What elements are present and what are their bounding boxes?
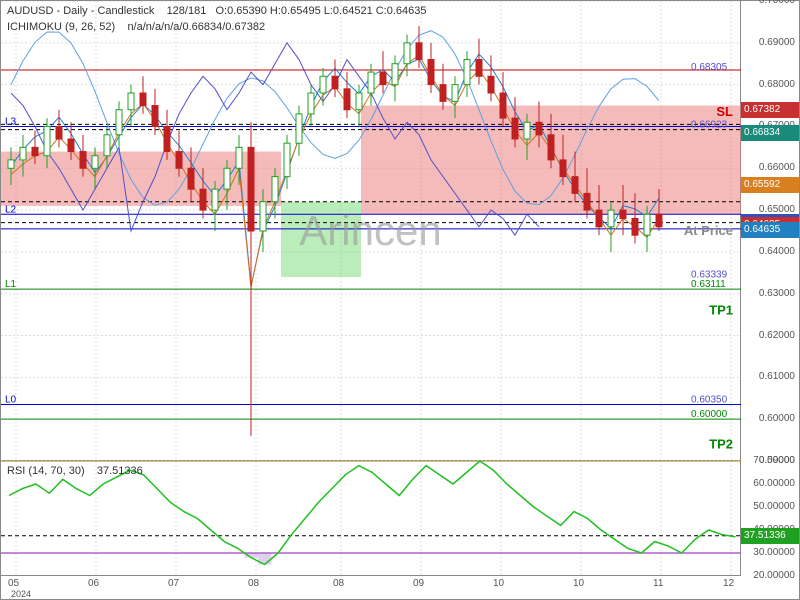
rsi-y-axis: 20.0000030.0000040.0000050.0000060.00000… xyxy=(739,461,799,576)
rsi-y-tick: 20.00000 xyxy=(753,570,795,581)
x-tick-label: 06 xyxy=(88,578,99,589)
rsi-value: 37.51336 xyxy=(97,465,143,477)
svg-text:At Price: At Price xyxy=(684,223,733,238)
x-tick-label: 11 xyxy=(653,578,663,589)
svg-text:0.68305: 0.68305 xyxy=(691,62,728,73)
x-tick-label: 10 xyxy=(573,578,584,589)
x-tick-label: 12 xyxy=(723,578,734,589)
main-y-axis: 0.590000.600000.610000.620000.630000.640… xyxy=(739,1,799,461)
y-tick-label: 0.68000 xyxy=(759,79,795,90)
y-tick-label: 0.63000 xyxy=(759,288,795,299)
rsi-chart[interactable]: RSI (14, 70, 30) 37.51336 xyxy=(1,461,741,576)
price-tag: 0.67382 xyxy=(741,102,799,118)
svg-text:L3: L3 xyxy=(5,116,17,127)
rsi-y-tick: 70.00000 xyxy=(753,455,795,466)
x-tick-label: 07 xyxy=(168,578,179,589)
bar-info: 128/181 xyxy=(167,5,207,17)
y-tick-label: 0.64000 xyxy=(759,246,795,257)
indicator-header: ICHIMOKU (9, 26, 52) n/a/n/a/n/a/0.66834… xyxy=(7,21,265,33)
indicator-name: ICHIMOKU (9, 26, 52) xyxy=(7,21,115,33)
x-tick-label: 09 xyxy=(413,578,424,589)
indicator-values: n/a/n/a/n/a/0.66834/0.67382 xyxy=(127,21,265,33)
svg-text:L0: L0 xyxy=(5,395,17,406)
main-price-chart[interactable]: L30.66923L20.63339L10.63111L00.603500.60… xyxy=(1,1,741,461)
svg-text:0.66923: 0.66923 xyxy=(691,120,728,131)
rsi-name: RSI (14, 70, 30) xyxy=(7,465,85,477)
svg-text:L1: L1 xyxy=(5,279,17,290)
rsi-header: RSI (14, 70, 30) 37.51336 xyxy=(7,465,143,477)
rsi-y-tick: 30.00000 xyxy=(753,547,795,558)
y-tick-label: 0.69000 xyxy=(759,37,795,48)
x-tick-label: 08 xyxy=(248,578,259,589)
price-tag: 0.65592 xyxy=(741,177,799,193)
svg-text:0.60350: 0.60350 xyxy=(691,395,728,406)
chart-container: L30.66923L20.63339L10.63111L00.603500.60… xyxy=(0,0,800,600)
chart-header: AUDUSD - Daily - Candlestick 128/181 O:0… xyxy=(7,5,427,17)
y-tick-label: 0.66000 xyxy=(759,162,795,173)
svg-text:0.63111: 0.63111 xyxy=(691,279,726,290)
y-tick-label: 0.70000 xyxy=(759,0,795,6)
rsi-y-tick: 60.00000 xyxy=(753,478,795,489)
svg-text:L2: L2 xyxy=(5,204,17,215)
ohlc: O:0.65390 H:0.65495 L:0.64521 C:0.64635 xyxy=(216,5,427,17)
price-tag: 0.64635 xyxy=(741,222,799,238)
svg-text:0.60000: 0.60000 xyxy=(691,409,728,420)
y-tick-label: 0.61000 xyxy=(759,371,795,382)
x-tick-label: 05 xyxy=(8,578,19,589)
chart-type: Candlestick xyxy=(97,5,154,17)
x-axis: 05 06 07 08 08 09 10 10 11 12 2024 xyxy=(1,574,741,599)
svg-text:SL: SL xyxy=(716,104,733,119)
price-tag: 0.66834 xyxy=(741,125,799,141)
x-tick-label: 10 xyxy=(493,578,504,589)
y-tick-label: 0.60000 xyxy=(759,413,795,424)
x-year-label: 2024 xyxy=(11,589,31,599)
symbol: AUDUSD xyxy=(7,5,53,17)
svg-text:TP1: TP1 xyxy=(709,303,733,318)
rsi-value-tag: 37.51336 xyxy=(741,528,799,544)
y-tick-label: 0.62000 xyxy=(759,330,795,341)
rsi-y-tick: 50.00000 xyxy=(753,501,795,512)
x-tick-label: 08 xyxy=(333,578,344,589)
timeframe: Daily xyxy=(63,5,87,17)
svg-text:TP2: TP2 xyxy=(709,436,733,451)
